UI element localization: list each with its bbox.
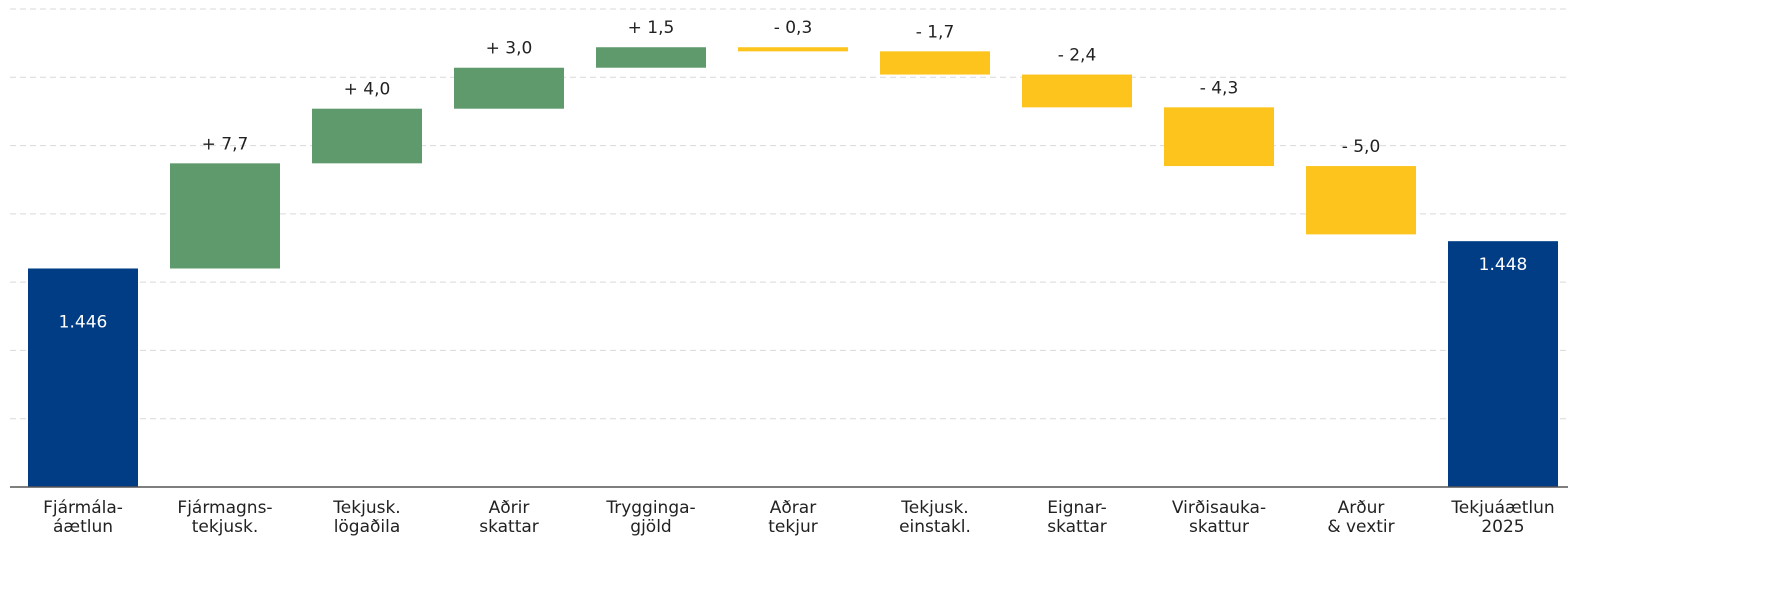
bar — [28, 268, 138, 487]
x-tick-label: Tekjusk. — [900, 498, 968, 518]
x-tick-label: Aðrar — [770, 498, 816, 518]
x-tick-label: Eignar- — [1047, 498, 1106, 518]
bar — [738, 47, 848, 52]
bar — [880, 51, 990, 75]
x-tick-label: gjöld — [630, 517, 671, 537]
bar — [312, 108, 422, 164]
x-tick-label: Virðisauka- — [1172, 498, 1266, 518]
value-label: - 4,3 — [1200, 78, 1239, 98]
x-tick-label: tekjusk. — [192, 517, 259, 537]
value-label: 1.448 — [1479, 255, 1528, 275]
value-label: + 3,0 — [486, 39, 533, 59]
value-label: - 0,3 — [774, 18, 813, 38]
x-tick-label: skattur — [1189, 517, 1249, 537]
bar — [170, 163, 280, 269]
x-tick-label: Arður — [1338, 498, 1385, 518]
bar — [1306, 166, 1416, 235]
x-tick-label: einstakl. — [899, 517, 971, 537]
value-label: + 1,5 — [628, 18, 675, 38]
x-tick-label: skattar — [479, 517, 539, 537]
value-label: - 5,0 — [1342, 137, 1381, 157]
bar — [1022, 74, 1132, 108]
value-label: + 7,7 — [202, 134, 249, 154]
value-label: - 2,4 — [1058, 46, 1097, 66]
x-tick-label: áætlun — [53, 517, 113, 537]
x-tick-label: Aðrir — [489, 498, 530, 518]
x-tick-label: Tekjusk. — [332, 498, 400, 518]
x-tick-label: lögaðila — [334, 517, 401, 537]
x-tick-label: Trygginga- — [605, 498, 695, 518]
x-tick-label: Fjármála- — [43, 498, 123, 518]
x-tick-label: 2025 — [1481, 517, 1524, 537]
value-label: + 4,0 — [344, 80, 391, 100]
x-tick-label: Tekjuáætlun — [1450, 498, 1554, 518]
value-label: - 1,7 — [916, 22, 955, 42]
bar — [1164, 107, 1274, 167]
x-tick-label: & vextir — [1327, 517, 1394, 537]
value-label: 1.446 — [59, 312, 108, 332]
x-tick-label: Fjármagns- — [177, 498, 272, 518]
bar — [596, 47, 706, 68]
x-tick-label: tekjur — [768, 517, 817, 537]
bar — [1448, 241, 1558, 487]
x-tick-label: skattar — [1047, 517, 1107, 537]
bar — [454, 67, 564, 109]
